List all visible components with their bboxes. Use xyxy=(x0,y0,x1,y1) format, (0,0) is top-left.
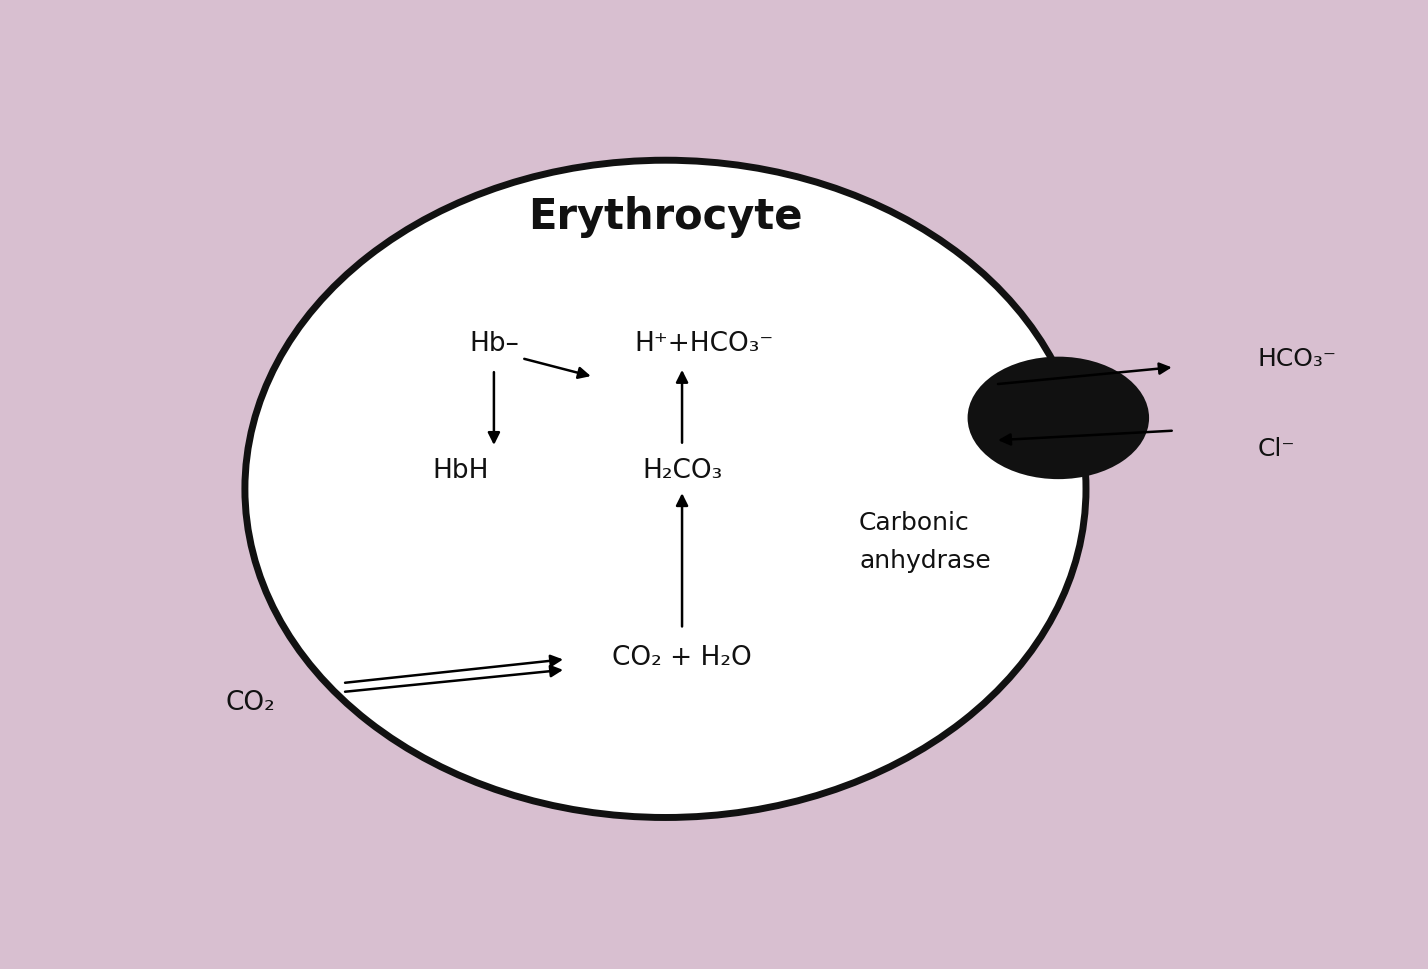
Text: HbH: HbH xyxy=(433,457,488,484)
Text: Erythrocyte: Erythrocyte xyxy=(528,196,803,238)
Text: Cl⁻: Cl⁻ xyxy=(1258,436,1295,460)
Text: H₂CO₃: H₂CO₃ xyxy=(643,457,723,484)
Text: CO₂: CO₂ xyxy=(226,689,276,715)
Text: anhydrase: anhydrase xyxy=(860,548,991,573)
Text: Hb–: Hb– xyxy=(468,330,518,357)
Ellipse shape xyxy=(246,161,1087,818)
Text: HCO₃⁻: HCO₃⁻ xyxy=(1258,347,1337,371)
Text: H⁺+HCO₃⁻: H⁺+HCO₃⁻ xyxy=(634,330,774,357)
Text: Carbonic: Carbonic xyxy=(860,511,970,535)
Circle shape xyxy=(968,358,1150,480)
Text: CO₂ + H₂O: CO₂ + H₂O xyxy=(613,644,753,671)
